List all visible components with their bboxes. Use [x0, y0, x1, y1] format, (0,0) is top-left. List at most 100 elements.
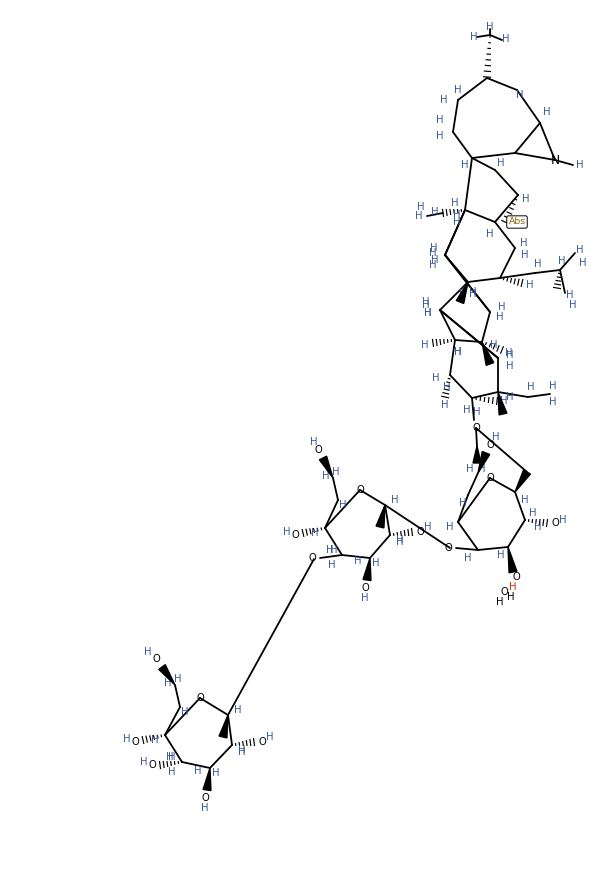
Text: H: H [212, 768, 219, 778]
Text: H: H [496, 312, 504, 322]
Text: H: H [425, 308, 432, 318]
Polygon shape [159, 665, 175, 685]
Text: H: H [454, 85, 462, 95]
Polygon shape [203, 768, 211, 790]
Text: H: H [182, 707, 189, 717]
Text: H: H [522, 194, 530, 204]
Text: H: H [473, 407, 481, 417]
Text: O: O [314, 445, 322, 455]
Text: H: H [372, 558, 380, 568]
Text: H: H [391, 495, 399, 505]
Text: H: H [505, 348, 513, 358]
Text: H: H [194, 766, 202, 776]
Text: H: H [576, 245, 584, 255]
Text: H: H [576, 160, 584, 170]
Polygon shape [320, 456, 333, 478]
Text: O: O [486, 473, 494, 483]
Text: H: H [500, 396, 508, 406]
Text: H: H [478, 464, 486, 474]
Text: H: H [332, 467, 339, 477]
Text: H: H [415, 211, 423, 221]
Text: H: H [123, 734, 131, 744]
Text: N: N [551, 153, 560, 167]
Text: O: O [291, 530, 299, 540]
Text: H: H [507, 392, 514, 402]
Text: H: H [496, 597, 504, 607]
Text: H: H [566, 290, 573, 300]
Text: H: H [429, 248, 437, 258]
Text: H: H [502, 34, 510, 44]
Text: H: H [396, 535, 404, 545]
Text: H: H [140, 757, 148, 767]
Text: H: H [234, 705, 242, 715]
Text: O: O [148, 760, 156, 770]
Text: H: H [486, 229, 494, 239]
Text: O: O [356, 485, 364, 495]
Text: H: H [361, 593, 369, 603]
Text: H: H [311, 437, 318, 447]
Text: O: O [512, 572, 520, 582]
Polygon shape [363, 558, 371, 581]
Text: H: H [425, 308, 432, 318]
Text: O: O [308, 553, 316, 563]
Text: H: H [454, 347, 462, 357]
Text: O: O [152, 654, 160, 664]
Text: H: H [579, 258, 587, 268]
Text: H: H [510, 582, 517, 592]
Text: H: H [339, 500, 347, 510]
Text: H: H [490, 340, 497, 350]
Text: H: H [492, 432, 500, 442]
Text: H: H [497, 550, 505, 560]
Text: H: H [521, 495, 529, 505]
Text: H: H [464, 553, 472, 563]
Text: H: H [454, 347, 462, 357]
Text: O: O [361, 583, 369, 593]
Text: H: H [529, 508, 537, 518]
Text: H: H [164, 678, 172, 688]
Polygon shape [219, 715, 228, 738]
Text: H: H [144, 647, 152, 657]
Text: H: H [441, 400, 449, 410]
Text: H: H [453, 210, 461, 220]
Text: H: H [520, 238, 528, 248]
Text: H: H [431, 243, 438, 253]
Text: H: H [469, 287, 477, 297]
Text: H: H [569, 300, 576, 310]
Text: H: H [417, 202, 425, 212]
Text: H: H [436, 131, 444, 141]
Text: H: H [549, 381, 557, 391]
Text: H: H [521, 250, 529, 260]
Text: O: O [486, 440, 494, 450]
Text: H: H [330, 545, 338, 555]
Polygon shape [482, 342, 494, 366]
Polygon shape [473, 446, 481, 463]
Polygon shape [508, 547, 517, 573]
Text: H: H [431, 255, 439, 265]
Polygon shape [498, 392, 507, 415]
Text: H: H [168, 752, 175, 762]
Text: H: H [453, 217, 461, 227]
Text: O: O [416, 527, 424, 537]
Text: H: H [425, 522, 432, 532]
Text: O: O [201, 793, 209, 803]
Text: H: H [470, 32, 478, 42]
Text: O: O [551, 518, 559, 528]
Text: H: H [201, 803, 209, 813]
Text: H: H [534, 522, 541, 532]
Text: H: H [436, 115, 444, 125]
Text: H: H [267, 732, 274, 742]
Text: H: H [446, 522, 453, 532]
Polygon shape [478, 451, 490, 473]
Text: Abs: Abs [508, 218, 526, 227]
Text: H: H [461, 160, 469, 170]
Text: H: H [326, 545, 333, 555]
Text: H: H [174, 674, 182, 684]
Text: H: H [151, 735, 159, 745]
Text: H: H [396, 537, 404, 547]
Text: H: H [559, 515, 567, 525]
Text: H: H [516, 90, 524, 100]
Text: H: H [507, 361, 514, 371]
Text: O: O [131, 737, 139, 747]
Text: O: O [472, 423, 480, 433]
Text: H: H [498, 302, 506, 312]
